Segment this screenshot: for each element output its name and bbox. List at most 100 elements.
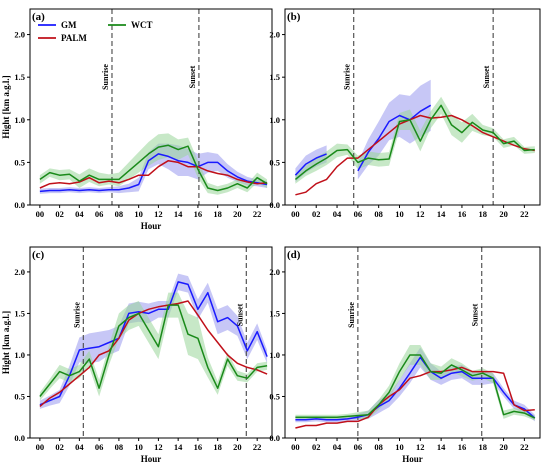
- x-tick-label: 06: [95, 209, 104, 219]
- x-axis-label: Hour: [402, 454, 423, 464]
- y-tick-label: 0.5: [14, 157, 25, 167]
- y-tick-label: 1.5: [269, 72, 280, 82]
- x-tick-label: 22: [520, 209, 529, 219]
- x-tick-label: 08: [374, 442, 383, 452]
- y-axis-label: Hight [km a.g.l.]: [1, 311, 11, 374]
- y-tick-label: 2.0: [269, 30, 280, 40]
- x-tick-label: 16: [458, 442, 467, 452]
- series-line: [39, 159, 268, 189]
- panel-label: (c): [32, 249, 45, 261]
- x-tick-label: 20: [499, 442, 508, 452]
- event-label: Sunrise: [72, 302, 81, 328]
- event-label: Sunrise: [101, 64, 110, 90]
- series-line: [295, 356, 536, 421]
- x-tick-label: 00: [36, 442, 45, 452]
- x-tick-label: 02: [312, 442, 321, 452]
- y-tick-label: 1.5: [14, 308, 25, 318]
- x-tick-label: 08: [115, 442, 124, 452]
- x-tick-label: 08: [115, 209, 124, 219]
- legend: GM PALM WCT: [38, 20, 153, 43]
- panel-label: (a): [32, 11, 45, 23]
- chart-panel: Sunrise Sunset 00 02 04 06 08 10 12 14 16 18 20 22 0.0…: [269, 246, 541, 464]
- x-tick-label: 12: [154, 209, 163, 219]
- x-tick-label: 14: [174, 442, 183, 452]
- series-line: [294, 104, 535, 180]
- x-tick-label: 22: [520, 442, 529, 452]
- plot-frame: [284, 246, 541, 439]
- series-line: [294, 104, 432, 176]
- series-line: [39, 153, 268, 193]
- chart-panel: Sunrise Sunset 00 02 04 06 08 10 12 14 16 18 20 22 0.0…: [1, 8, 273, 231]
- legend-label: PALM: [61, 33, 87, 43]
- event-label: Sunset: [482, 65, 491, 88]
- x-tick-label: 06: [354, 442, 363, 452]
- x-tick-label: 00: [291, 442, 300, 452]
- series-line: [295, 366, 535, 429]
- y-tick-label: 1.0: [269, 115, 280, 125]
- x-tick-label: 10: [395, 442, 404, 452]
- y-tick-label: 1.5: [14, 72, 25, 82]
- y-tick-label: 1.0: [269, 350, 280, 360]
- x-tick-label: 20: [233, 209, 242, 219]
- panel-label: (b): [287, 11, 301, 23]
- x-tick-label: 18: [479, 209, 488, 219]
- uncertainty-band: [295, 96, 535, 184]
- x-tick-label: 10: [134, 209, 143, 219]
- x-tick-label: 12: [416, 442, 425, 452]
- uncertainty-band: [39, 143, 268, 194]
- x-tick-label: 02: [312, 209, 321, 219]
- event-label: Sunrise: [343, 64, 352, 90]
- plot-frame: [29, 246, 273, 439]
- plot-frame: [284, 8, 541, 206]
- x-tick-label: 18: [213, 209, 222, 219]
- event-label: Sunset: [235, 303, 244, 326]
- x-tick-label: 16: [194, 442, 203, 452]
- y-tick-label: 0.0: [14, 200, 25, 210]
- y-tick-label: 2.0: [14, 30, 25, 40]
- x-tick-label: 12: [416, 209, 425, 219]
- x-axis-label: Hour: [141, 454, 162, 464]
- series-line: [39, 304, 268, 397]
- x-tick-label: 10: [395, 209, 404, 219]
- event-label: Sunrise: [347, 302, 356, 328]
- panel-label: (d): [287, 249, 301, 261]
- y-tick-label: 2.0: [269, 267, 280, 277]
- series-line: [39, 144, 268, 192]
- y-tick-label: 0.5: [269, 391, 280, 401]
- x-tick-label: 02: [55, 442, 64, 452]
- chart-panel: Sunrise Sunset 00 02 04 06 08 10 12 14 16 18 20 22 0.0…: [1, 246, 273, 464]
- x-tick-label: 20: [233, 442, 242, 452]
- y-tick-label: 0.0: [269, 200, 280, 210]
- series-line: [39, 300, 268, 407]
- x-tick-label: 04: [333, 442, 342, 452]
- x-axis-label: Hour: [141, 221, 162, 231]
- x-tick-label: 10: [134, 442, 143, 452]
- x-tick-label: 14: [174, 209, 183, 219]
- y-tick-label: 1.5: [269, 308, 280, 318]
- y-tick-label: 0.5: [269, 157, 280, 167]
- y-tick-label: 1.0: [14, 350, 25, 360]
- plot-frame: [29, 8, 273, 206]
- series-line: [295, 114, 535, 196]
- x-tick-label: 06: [354, 209, 363, 219]
- x-tick-label: 00: [291, 209, 300, 219]
- uncertainty-band: [39, 273, 268, 409]
- x-tick-label: 16: [458, 209, 467, 219]
- x-tick-label: 22: [253, 442, 262, 452]
- event-label: Sunset: [188, 65, 197, 88]
- x-tick-label: 14: [437, 442, 446, 452]
- y-axis-label: Hight [km a.g.l.]: [1, 75, 11, 138]
- event-label: Sunset: [471, 303, 480, 326]
- x-tick-label: 20: [499, 209, 508, 219]
- x-tick-label: 06: [95, 442, 104, 452]
- y-tick-label: 2.0: [14, 267, 25, 277]
- x-tick-label: 02: [55, 209, 64, 219]
- x-tick-label: 18: [479, 442, 488, 452]
- y-tick-label: 0.0: [14, 433, 25, 443]
- x-tick-label: 12: [154, 442, 163, 452]
- legend-label: WCT: [131, 20, 153, 30]
- x-tick-label: 14: [437, 209, 446, 219]
- x-tick-label: 04: [75, 209, 84, 219]
- y-tick-label: 0.0: [269, 433, 280, 443]
